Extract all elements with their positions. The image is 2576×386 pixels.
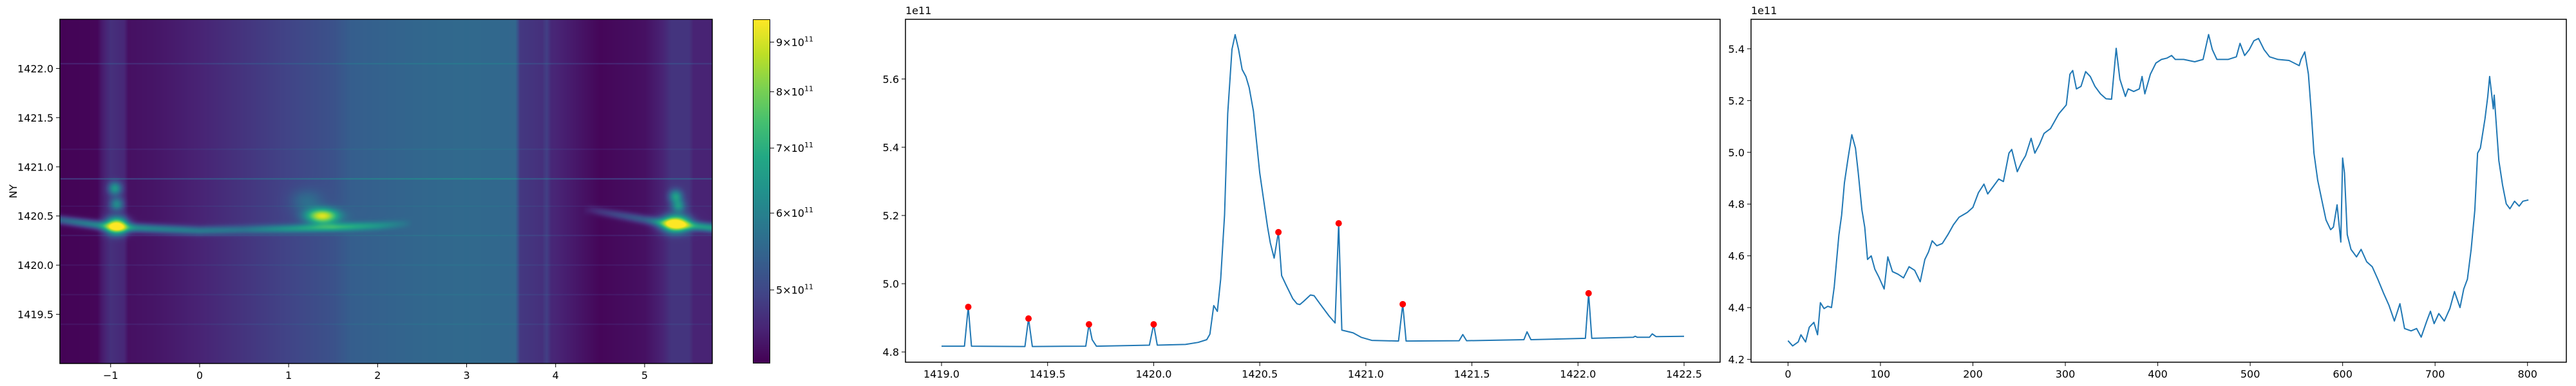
- colorbar-tick-exponent: 11: [804, 206, 813, 214]
- colorbar-tick-base: 8×10: [776, 86, 804, 98]
- x-tick-label: 600: [2333, 368, 2353, 380]
- colorbar-tick-label: 9×1011: [776, 35, 813, 48]
- peak-marker: [1150, 321, 1157, 328]
- x-tick-label: 0: [196, 369, 203, 381]
- y-tick-label: 5.6: [883, 73, 899, 86]
- x-tick-label: 4: [553, 369, 559, 381]
- y-tick-label: 1421.5: [17, 112, 53, 124]
- y-tick-label: 4.8: [1728, 198, 1745, 210]
- x-tick-label: 1: [285, 369, 292, 381]
- x-tick-label: 1420.5: [1242, 368, 1278, 380]
- y-tick-label: 1419.5: [17, 309, 53, 321]
- colorbar-tick-label: 6×1011: [776, 206, 813, 219]
- plot-frame: [905, 19, 1721, 363]
- y-tick-label: 5.2: [883, 210, 899, 222]
- peak-marker: [1275, 228, 1282, 235]
- y-tick-label: 4.4: [1728, 302, 1745, 314]
- x-tick-label: 1420.0: [1135, 368, 1171, 380]
- colorbar-tick-base: 6×10: [776, 207, 804, 219]
- x-tick-label: 500: [2240, 368, 2260, 380]
- x-tick-label: 300: [2056, 368, 2076, 380]
- colorbar-tick-label: 5×1011: [776, 283, 813, 297]
- offset-label: 1e11: [905, 5, 931, 17]
- plot-frame: [1750, 19, 2567, 363]
- colorbar-tick-label: 8×1011: [776, 85, 813, 98]
- y-tick-label: 1421.0: [17, 161, 53, 173]
- offset-label: 1e11: [1751, 5, 1777, 17]
- peak-marker: [965, 304, 972, 311]
- x-tick-label: 1422.0: [1560, 368, 1596, 380]
- peak-marker: [1335, 220, 1342, 227]
- x-tick-label: 100: [1871, 368, 1891, 380]
- peak-marker: [1025, 315, 1032, 322]
- x-tick-label: 1421.0: [1348, 368, 1384, 380]
- axes-2: 1419.0 1419.5 1420.0 1420.5 1421.0 1421.5 1422…: [883, 5, 1721, 380]
- y-tick-label: 5.4: [883, 142, 899, 154]
- x-tick-label: 0: [1785, 368, 1791, 380]
- peak-marker: [1585, 290, 1592, 297]
- x-tick-label: 1421.5: [1454, 368, 1490, 380]
- y-tick-label: 1420.0: [17, 259, 53, 271]
- x-tick-label: 200: [1963, 368, 1983, 380]
- y-tick-label: 1420.5: [17, 210, 53, 223]
- series-line: [942, 33, 1685, 347]
- x-tick-label: 5: [641, 369, 648, 381]
- y-tick-label: 5.0: [1728, 147, 1745, 159]
- x-tick-label: 1419.5: [1030, 368, 1066, 380]
- x-tick-label: 800: [2517, 368, 2537, 380]
- axes-1: −1 0 1 2 3 4 5 1419.5 1420.0 1420.5 1421.0 1421.5 14…: [7, 19, 713, 381]
- y-tick-label: 5.2: [1728, 95, 1745, 107]
- colorbar-tick-exponent: 11: [804, 35, 813, 43]
- series-line: [1787, 33, 2529, 347]
- y-axis-label: NY: [7, 184, 19, 198]
- y-tick-label: 4.8: [883, 346, 899, 358]
- y-tick-label: 4.2: [1728, 354, 1745, 366]
- heatmap-image: [60, 19, 712, 363]
- colorbar-tick-exponent: 11: [804, 141, 813, 149]
- colorbar-tick-label: 7×1011: [776, 141, 813, 154]
- colorbar-tick-base: 7×10: [776, 142, 804, 154]
- x-tick-label: 2: [374, 369, 381, 381]
- y-tick-label: 5.0: [883, 278, 899, 290]
- x-tick-label: 700: [2425, 368, 2445, 380]
- colorbar: [753, 19, 770, 363]
- axes-3: 0 100 200 300 400 500 600 700 800 4.2 4.4 4.6 4.8 5.0…: [1728, 5, 2567, 380]
- y-tick-label: 4.6: [1728, 250, 1745, 262]
- y-tick-label: 1422.0: [17, 62, 53, 75]
- colorbar-tick-exponent: 11: [804, 283, 813, 291]
- x-tick-label: 400: [2148, 368, 2168, 380]
- colorbar-tick-base: 9×10: [776, 36, 804, 48]
- colorbar-tick-base: 5×10: [776, 284, 804, 297]
- x-tick-label: 1419.0: [923, 368, 960, 380]
- x-tick-label: −1: [103, 369, 118, 381]
- peak-marker: [1085, 321, 1092, 328]
- x-tick-label: 1422.5: [1666, 368, 1702, 380]
- colorbar-tick-exponent: 11: [804, 85, 813, 93]
- plot-frame: [59, 19, 713, 364]
- y-tick-label: 5.4: [1728, 43, 1745, 55]
- peak-marker: [1399, 300, 1406, 308]
- x-tick-label: 3: [463, 369, 469, 381]
